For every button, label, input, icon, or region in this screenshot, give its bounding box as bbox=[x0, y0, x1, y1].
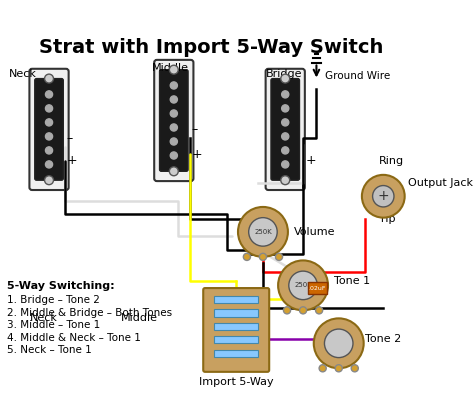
Text: 2. Middle & Bridge – Both Tones: 2. Middle & Bridge – Both Tones bbox=[7, 308, 172, 318]
FancyBboxPatch shape bbox=[203, 288, 269, 372]
Text: Output Jack: Output Jack bbox=[408, 178, 473, 188]
Text: +: + bbox=[377, 189, 389, 203]
Text: 250K: 250K bbox=[254, 229, 272, 235]
Circle shape bbox=[259, 253, 266, 261]
Text: 1. Bridge – Tone 2: 1. Bridge – Tone 2 bbox=[7, 295, 100, 305]
Circle shape bbox=[169, 167, 178, 176]
Text: 5-Way Switching:: 5-Way Switching: bbox=[7, 281, 115, 291]
Text: +: + bbox=[191, 148, 202, 161]
Circle shape bbox=[46, 91, 53, 98]
Text: Ground Wire: Ground Wire bbox=[325, 71, 391, 81]
Text: Middle: Middle bbox=[120, 313, 157, 323]
Text: .02uF: .02uF bbox=[309, 287, 326, 292]
Text: Bridge: Bridge bbox=[265, 69, 302, 79]
Bar bbox=[214, 323, 258, 330]
Circle shape bbox=[45, 74, 54, 83]
FancyBboxPatch shape bbox=[29, 69, 69, 190]
Circle shape bbox=[289, 271, 317, 300]
Circle shape bbox=[282, 105, 289, 112]
Circle shape bbox=[282, 133, 289, 140]
Circle shape bbox=[45, 176, 54, 185]
FancyBboxPatch shape bbox=[271, 78, 300, 180]
Circle shape bbox=[46, 119, 53, 126]
Circle shape bbox=[46, 161, 53, 168]
Circle shape bbox=[238, 207, 288, 257]
Circle shape bbox=[282, 161, 289, 168]
Text: Import 5-Way: Import 5-Way bbox=[199, 377, 273, 387]
Circle shape bbox=[170, 138, 177, 145]
Circle shape bbox=[282, 147, 289, 154]
Circle shape bbox=[362, 175, 405, 218]
Circle shape bbox=[316, 307, 323, 314]
Circle shape bbox=[170, 110, 177, 117]
Text: Neck: Neck bbox=[29, 313, 57, 323]
Circle shape bbox=[249, 218, 277, 246]
Circle shape bbox=[282, 119, 289, 126]
Bar bbox=[214, 336, 258, 343]
Bar bbox=[308, 282, 327, 294]
Text: –: – bbox=[67, 132, 73, 145]
Circle shape bbox=[281, 176, 290, 185]
Circle shape bbox=[325, 329, 353, 358]
Bar bbox=[214, 296, 258, 303]
Circle shape bbox=[282, 91, 289, 98]
Text: Volume: Volume bbox=[294, 227, 336, 237]
Circle shape bbox=[351, 365, 358, 372]
Circle shape bbox=[281, 74, 290, 83]
Bar bbox=[214, 309, 258, 317]
Circle shape bbox=[46, 105, 53, 112]
Text: Middle: Middle bbox=[152, 62, 189, 73]
Circle shape bbox=[275, 253, 283, 261]
Text: Tone 2: Tone 2 bbox=[365, 334, 401, 344]
Text: Strat with Import 5-Way Switch: Strat with Import 5-Way Switch bbox=[39, 38, 383, 57]
Circle shape bbox=[319, 365, 326, 372]
Circle shape bbox=[169, 65, 178, 74]
FancyBboxPatch shape bbox=[154, 60, 193, 181]
Circle shape bbox=[46, 147, 53, 154]
FancyBboxPatch shape bbox=[265, 69, 305, 190]
Circle shape bbox=[170, 96, 177, 103]
Text: 3. Middle – Tone 1: 3. Middle – Tone 1 bbox=[7, 320, 100, 330]
Text: Bridge: Bridge bbox=[211, 313, 248, 323]
Text: +: + bbox=[67, 154, 77, 167]
Circle shape bbox=[300, 307, 307, 314]
Circle shape bbox=[335, 365, 342, 372]
FancyBboxPatch shape bbox=[160, 70, 188, 171]
Text: 250K: 250K bbox=[294, 282, 312, 288]
Circle shape bbox=[170, 152, 177, 159]
Circle shape bbox=[283, 307, 291, 314]
Circle shape bbox=[243, 253, 250, 261]
Bar bbox=[214, 349, 258, 357]
Text: Tone 1: Tone 1 bbox=[334, 276, 370, 286]
Text: 5. Neck – Tone 1: 5. Neck – Tone 1 bbox=[7, 345, 92, 355]
Text: +: + bbox=[306, 154, 316, 167]
Circle shape bbox=[46, 133, 53, 140]
Text: Ring: Ring bbox=[379, 156, 404, 166]
Circle shape bbox=[278, 261, 328, 310]
Text: Neck: Neck bbox=[9, 69, 37, 79]
Circle shape bbox=[373, 185, 394, 207]
Circle shape bbox=[314, 318, 364, 368]
FancyBboxPatch shape bbox=[35, 78, 64, 180]
Text: Tip: Tip bbox=[379, 214, 395, 223]
Text: –: – bbox=[306, 132, 312, 145]
Text: 4. Middle & Neck – Tone 1: 4. Middle & Neck – Tone 1 bbox=[7, 332, 141, 343]
Text: –: – bbox=[191, 123, 198, 136]
Circle shape bbox=[170, 124, 177, 131]
Circle shape bbox=[170, 82, 177, 89]
